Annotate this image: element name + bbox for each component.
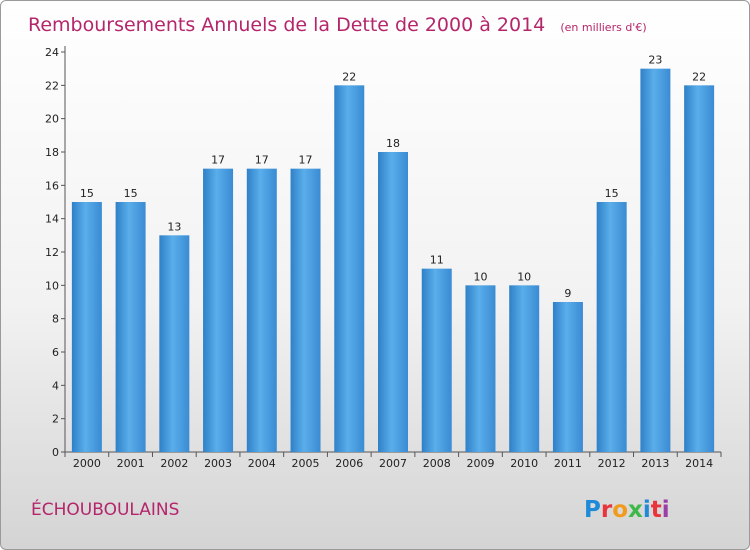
chart-title-unit: (en milliers d'€) bbox=[560, 21, 646, 34]
y-tick-label: 0 bbox=[52, 446, 59, 459]
x-tick-label: 2004 bbox=[248, 457, 276, 470]
bar-value-label: 17 bbox=[255, 154, 269, 167]
x-tick-label: 2006 bbox=[335, 457, 363, 470]
x-tick-label: 2005 bbox=[292, 457, 320, 470]
y-tick-label: 16 bbox=[45, 179, 59, 192]
bar bbox=[246, 168, 277, 452]
x-tick-label: 2011 bbox=[554, 457, 582, 470]
x-tick-label: 2013 bbox=[641, 457, 669, 470]
x-tick-label: 2008 bbox=[423, 457, 451, 470]
bar bbox=[596, 202, 627, 452]
x-tick-label: 2001 bbox=[117, 457, 145, 470]
x-tick-label: 2010 bbox=[510, 457, 538, 470]
bar bbox=[290, 168, 321, 452]
bar bbox=[71, 202, 102, 452]
bar-value-label: 10 bbox=[473, 270, 487, 283]
x-tick-label: 2009 bbox=[466, 457, 494, 470]
bar bbox=[159, 235, 190, 452]
bar bbox=[334, 85, 365, 452]
bar-value-label: 17 bbox=[299, 154, 313, 167]
bar bbox=[465, 285, 496, 452]
bar-value-label: 23 bbox=[648, 54, 662, 67]
bar bbox=[115, 202, 146, 452]
x-tick-label: 2002 bbox=[160, 457, 188, 470]
bar-value-label: 22 bbox=[342, 70, 356, 83]
x-tick-label: 2003 bbox=[204, 457, 232, 470]
bar-value-label: 15 bbox=[80, 187, 94, 200]
bar-value-label: 15 bbox=[605, 187, 619, 200]
y-tick-label: 24 bbox=[45, 46, 59, 59]
bar-value-label: 22 bbox=[692, 70, 706, 83]
bar bbox=[421, 268, 452, 452]
y-tick-label: 2 bbox=[52, 413, 59, 426]
chart-title: Remboursements Annuels de la Dette de 20… bbox=[28, 14, 647, 36]
plot-area: 0246810121416182022241520001520011320021… bbox=[45, 46, 722, 470]
x-tick-label: 2014 bbox=[685, 457, 713, 470]
bar-value-label: 13 bbox=[167, 220, 181, 233]
y-tick-label: 20 bbox=[45, 113, 59, 126]
bar-value-label: 9 bbox=[564, 287, 571, 300]
bar bbox=[640, 68, 671, 453]
y-tick-label: 22 bbox=[45, 79, 59, 92]
bar-value-label: 17 bbox=[211, 154, 225, 167]
x-tick-label: 2000 bbox=[73, 457, 101, 470]
proxiti-logo: Proxiti bbox=[584, 497, 670, 523]
bar bbox=[552, 302, 583, 452]
bar bbox=[378, 152, 408, 452]
x-tick-label: 2007 bbox=[379, 457, 407, 470]
bar bbox=[509, 285, 540, 452]
y-tick-label: 18 bbox=[45, 146, 59, 159]
commune-name: ÉCHOUBOULAINS bbox=[31, 498, 179, 520]
y-tick-label: 6 bbox=[52, 346, 59, 359]
x-tick-label: 2012 bbox=[598, 457, 626, 470]
bar-value-label: 11 bbox=[430, 254, 444, 267]
y-tick-label: 12 bbox=[45, 246, 59, 259]
bar bbox=[203, 168, 234, 452]
bar-value-label: 15 bbox=[124, 187, 138, 200]
bar-value-label: 10 bbox=[517, 270, 531, 283]
y-tick-label: 8 bbox=[52, 313, 59, 326]
y-tick-label: 14 bbox=[45, 213, 59, 226]
y-tick-label: 10 bbox=[45, 279, 59, 292]
bar bbox=[684, 85, 715, 452]
y-tick-label: 4 bbox=[52, 379, 59, 392]
bar-value-label: 18 bbox=[386, 137, 400, 150]
chart-title-main: Remboursements Annuels de la Dette de 20… bbox=[28, 14, 545, 36]
